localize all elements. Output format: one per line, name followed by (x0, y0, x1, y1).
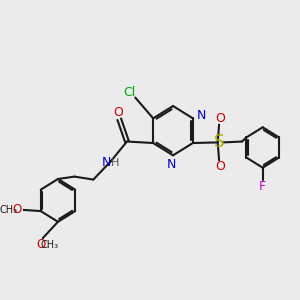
Text: O: O (215, 160, 225, 173)
Text: N: N (102, 156, 111, 169)
Text: O: O (113, 106, 123, 119)
Text: S: S (214, 133, 224, 151)
Text: N: N (167, 158, 176, 171)
Text: O: O (37, 238, 46, 251)
Text: Cl: Cl (123, 86, 135, 99)
Text: H: H (111, 158, 120, 168)
Text: O: O (13, 203, 22, 216)
Text: CH₃: CH₃ (0, 205, 17, 214)
Text: N: N (196, 110, 206, 122)
Text: F: F (259, 180, 266, 193)
Text: CH₃: CH₃ (40, 240, 59, 250)
Text: O: O (215, 112, 225, 124)
